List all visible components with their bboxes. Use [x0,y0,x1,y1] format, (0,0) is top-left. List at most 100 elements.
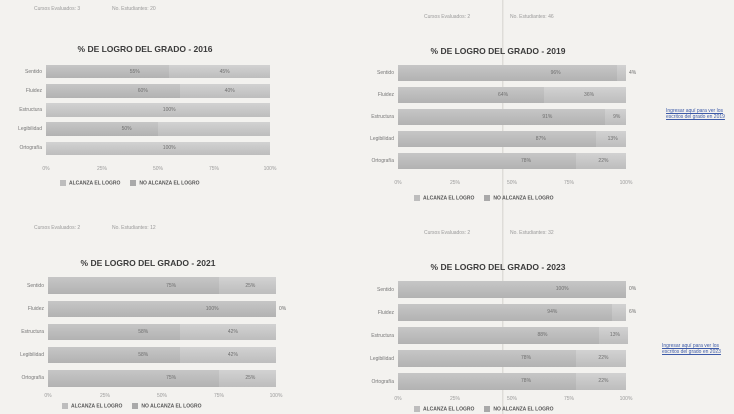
category-label: Sentido [377,286,394,293]
data-label: 100% [162,106,176,113]
bar-row: 96% 4% [398,65,636,81]
category-label: Legibilidad [18,126,42,133]
category-label: Sentido [27,282,44,289]
legend-swatch [62,403,68,409]
bar-no-alcanza [575,153,626,169]
bar-alcanza [48,347,181,364]
bar-alcanza [48,300,276,317]
bar-alcanza [46,84,181,98]
chart-title: % DE LOGRO DEL GRADO - 2019 [430,46,566,56]
bar-row: 58% 42% [48,323,276,341]
category-label: Fluidez [27,305,44,312]
data-label: 13% [609,332,620,339]
data-label: 45% [219,68,230,75]
cursos-evaluados-text: Cursos Evaluados: 3 [34,6,81,12]
bar-no-alcanza [46,141,270,156]
bar-alcanza [398,131,597,147]
bar-no-alcanza [612,304,626,321]
escritos-link[interactable]: Ingresar aquí para ver los escritos del … [666,108,725,120]
legend-swatch [130,180,137,186]
legend-label: ALCANZA EL LOGRO [69,180,121,187]
bar-no-alcanza [158,122,270,136]
category-label: Fluidez [25,87,42,94]
bar-alcanza [46,122,158,136]
data-label: 87% [535,135,546,142]
num-estudiantes-text: No. Estudiantes: 20 [112,6,156,12]
bar-row: 78% 22% [398,153,626,169]
category-label: Ortografía [371,378,394,385]
legend-item: ALCANZA EL LOGRO [414,406,474,412]
x-tick-label: 25% [96,166,108,172]
bar-no-alcanza [169,64,270,79]
x-tick-label: 50% [156,393,168,399]
cursos-evaluados-text: Cursos Evaluados: 2 [424,230,471,236]
category-label: Legibilidad [370,355,394,362]
category-label: Ortografía [371,158,394,164]
legend-swatch [132,403,139,409]
data-label: 100% [162,145,176,152]
chart-title: % DE LOGRO DEL GRADO - 2021 [80,258,216,268]
bar-row: 100% 0% [48,300,286,317]
bar-row: 91% 9% [398,109,626,125]
data-label: 91% [542,113,553,120]
data-label: 42% [227,328,238,335]
bar-alcanza [398,153,576,169]
legend-item: ALCANZA EL LOGRO [414,195,474,201]
data-label: 75% [166,282,177,289]
data-label: 78% [521,378,532,385]
bar-row: 75% 25% [48,370,276,387]
chart-title: % DE LOGRO DEL GRADO - 2023 [430,262,566,272]
bar-row: 100% [46,141,270,156]
bar-no-alcanza [605,109,626,125]
escritos-link[interactable]: Ingresar aquí para ver los escritos del … [662,343,721,355]
data-label: 4% [629,69,637,76]
data-label: 0% [279,305,287,312]
plot-area: 75% 25% 100% 0% 58% 42% 58% 42% 75% 25% [48,274,286,390]
legend: ALCANZA EL LOGRO NO ALCANZA EL LOGRO [62,403,211,409]
x-tick-label: 75% [213,393,225,399]
bar-alcanza [398,281,626,298]
bar-alcanza [48,370,219,387]
bar-row: 55% 45% [46,64,270,79]
x-tick-label: 50% [506,180,518,186]
x-tick-label: 100% [269,393,283,399]
chart-panel-2019: Cursos Evaluados: 2 No. Estudiantes: 46 % … [350,0,734,205]
data-label: 58% [138,352,149,359]
category-label: Fluidez [377,309,394,316]
bar-no-alcanza [219,277,276,294]
data-label: 94% [547,309,558,316]
x-tick-label: 0% [394,396,402,402]
bar-no-alcanza [180,84,270,98]
x-tick-label: 75% [563,180,575,186]
bar-alcanza [398,65,617,81]
data-label: 96% [550,69,561,76]
x-tick-label: 25% [449,396,461,402]
legend: ALCANZA EL LOGRO NO ALCANZA EL LOGRO [414,406,563,412]
x-tick-label: 75% [563,396,575,402]
legend-item: NO ALCANZA EL LOGRO [132,403,201,409]
data-label: 100% [205,305,219,312]
page-fold [502,0,504,414]
category-label: Estructura [371,114,394,120]
bar-no-alcanza [46,103,270,117]
legend-swatch [484,195,491,201]
data-label: 42% [227,352,238,359]
data-label: 64% [498,91,509,98]
legend-label: ALCANZA EL LOGRO [423,195,475,202]
bar-alcanza [398,304,613,321]
num-estudiantes-text: No. Estudiantes: 32 [510,230,554,236]
bar-no-alcanza [180,323,276,341]
bar-row: 87% 13% [398,131,626,147]
bar-row: 78% 22% [398,350,626,367]
chart-panel-2016: Cursos Evaluados: 3 No. Estudiantes: 20 % … [0,0,290,200]
data-label: 22% [598,378,609,385]
bar-alcanza [46,64,170,79]
x-tick-label: 25% [99,393,111,399]
bar-no-alcanza [219,370,276,387]
category-label: Ortografía [19,145,42,152]
data-label: 22% [598,157,609,164]
data-label: 78% [521,157,532,164]
x-tick-label: 100% [263,166,277,172]
x-tick-label: 100% [619,180,633,186]
bar-row: 64% 36% [398,87,626,103]
